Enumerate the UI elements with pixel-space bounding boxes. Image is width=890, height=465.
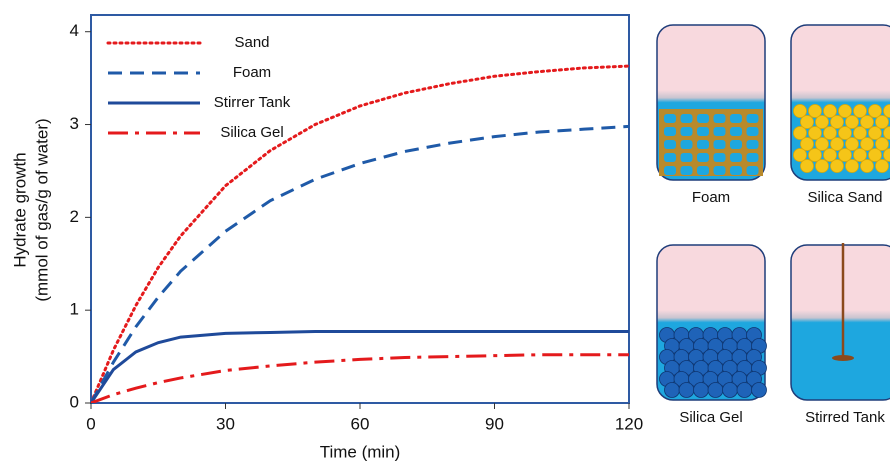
plot-lines xyxy=(91,66,629,403)
gel-bead xyxy=(752,383,767,398)
y-axis-label-line: (mmol of gas/g of water) xyxy=(32,118,51,301)
diagram-panel xyxy=(657,245,767,400)
y-axis-label-line: Hydrate growth xyxy=(10,152,29,267)
y-tick-label: 4 xyxy=(70,21,79,40)
pore xyxy=(664,153,676,162)
x-tick-label: 120 xyxy=(615,414,643,433)
gel-bead xyxy=(679,383,694,398)
pore xyxy=(714,140,726,149)
pore xyxy=(697,127,709,136)
pore xyxy=(747,114,759,123)
pore xyxy=(730,114,742,123)
pore xyxy=(697,114,709,123)
stirrer-blade xyxy=(832,355,854,361)
y-axis-label: Hydrate growth (mmol of gas/g of water) xyxy=(10,118,51,301)
page: {"chart_data": {"type": "line", "x_label… xyxy=(0,0,890,465)
pore xyxy=(681,153,693,162)
sand-grain xyxy=(816,160,829,173)
sand-grain xyxy=(876,160,889,173)
series-line xyxy=(91,66,629,403)
vessel xyxy=(791,245,890,400)
pore xyxy=(664,127,676,136)
pore xyxy=(714,153,726,162)
diagram-panel xyxy=(791,243,890,400)
gel-bead xyxy=(737,383,752,398)
gel-bead xyxy=(723,383,738,398)
series-line xyxy=(91,355,629,403)
plot-frame xyxy=(91,15,629,403)
pore xyxy=(714,127,726,136)
legend-label: Sand xyxy=(234,34,269,51)
pore xyxy=(730,127,742,136)
pore xyxy=(747,140,759,149)
pore xyxy=(681,127,693,136)
diagram-panel xyxy=(657,25,765,180)
pore xyxy=(664,140,676,149)
sand-grain xyxy=(846,160,859,173)
pore xyxy=(664,114,676,123)
figure: Time (min) Hydrate growth (mmol of gas/g… xyxy=(0,0,890,465)
pore xyxy=(681,140,693,149)
sand-grain xyxy=(861,160,874,173)
pore xyxy=(730,153,742,162)
diagram-label: Silica Gel xyxy=(679,409,742,426)
pore xyxy=(664,166,676,175)
diagram-panel xyxy=(791,25,890,180)
y-tick-label: 1 xyxy=(70,300,79,319)
x-tick-label: 60 xyxy=(351,414,370,433)
diagram-label: Stirred Tank xyxy=(805,409,885,426)
sand-grain xyxy=(831,160,844,173)
diagram-label: Foam xyxy=(692,189,730,206)
legend-label: Foam xyxy=(233,64,271,81)
x-tick-label: 0 xyxy=(86,414,95,433)
pore xyxy=(697,166,709,175)
pore xyxy=(730,140,742,149)
series-line xyxy=(91,332,629,403)
pore xyxy=(714,114,726,123)
x-tick-label: 30 xyxy=(216,414,235,433)
x-tick-label: 90 xyxy=(485,414,504,433)
y-tick-label: 2 xyxy=(70,207,79,226)
pore xyxy=(681,166,693,175)
legend-label: Silica Gel xyxy=(220,124,283,141)
pore xyxy=(747,166,759,175)
y-tick-label: 0 xyxy=(70,392,79,411)
x-axis-label: Time (min) xyxy=(320,442,401,461)
series-line xyxy=(91,126,629,403)
pore xyxy=(714,166,726,175)
pore xyxy=(730,166,742,175)
pore xyxy=(697,140,709,149)
gel-bead xyxy=(708,383,723,398)
sand-grain xyxy=(801,160,814,173)
diagram-label: Silica Sand xyxy=(807,189,882,206)
pore xyxy=(681,114,693,123)
pore xyxy=(697,153,709,162)
legend-label: Stirrer Tank xyxy=(214,94,291,111)
gel-bead xyxy=(694,383,709,398)
pore xyxy=(747,153,759,162)
gel-bead xyxy=(665,383,680,398)
pore xyxy=(747,127,759,136)
y-tick-label: 3 xyxy=(70,114,79,133)
